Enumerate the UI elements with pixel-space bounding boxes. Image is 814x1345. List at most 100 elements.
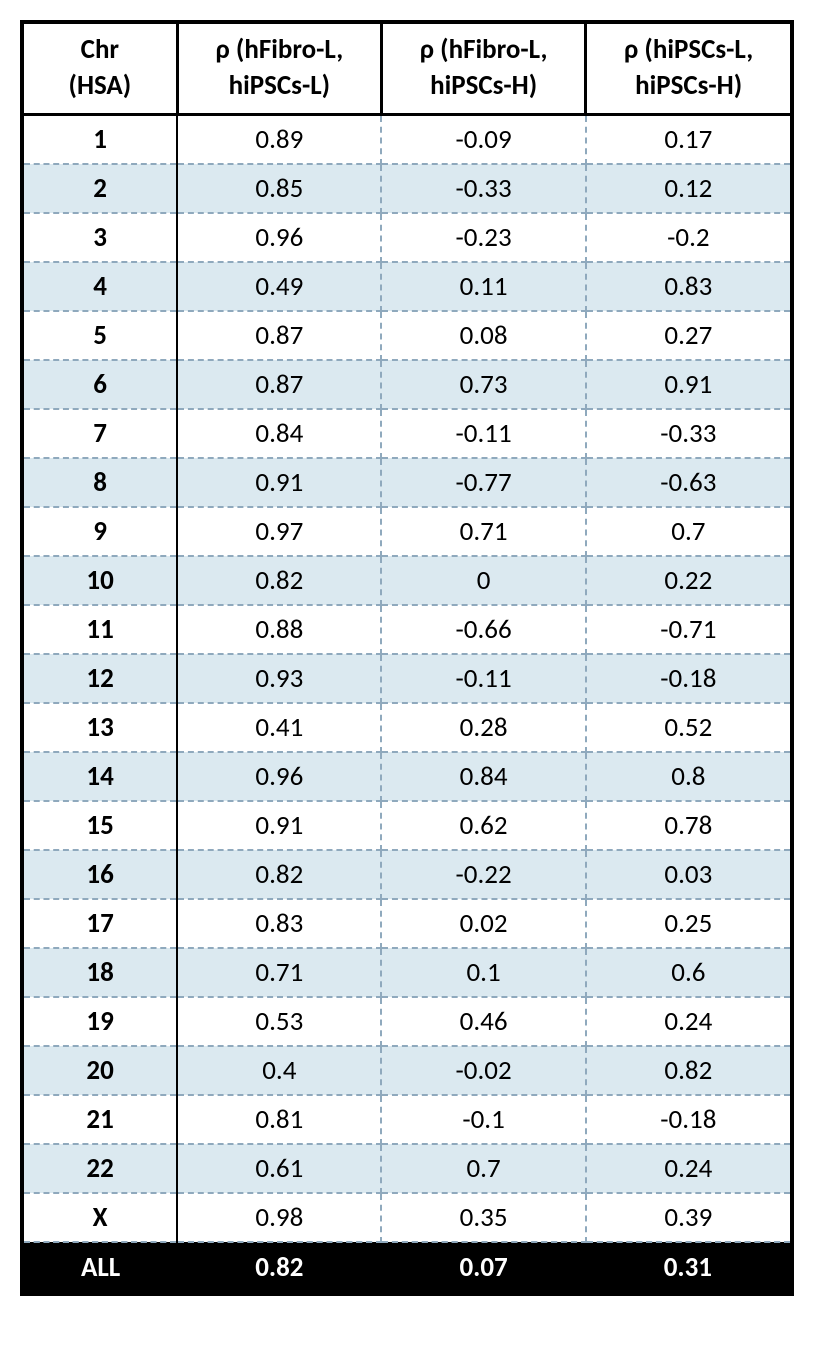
cell-chr: 19 xyxy=(24,997,177,1046)
table-row: 30.96-0.23-0.2 xyxy=(24,213,790,262)
cell-rho1: 0.82 xyxy=(177,556,381,605)
cell-rho1: 0.91 xyxy=(177,801,381,850)
cell-chr: 8 xyxy=(24,458,177,507)
table-row: 220.610.70.24 xyxy=(24,1144,790,1193)
cell-rho2: -0.77 xyxy=(381,458,585,507)
cell-rho3: 0.6 xyxy=(586,948,790,997)
cell-rho3: 0.82 xyxy=(586,1046,790,1095)
cell-chr: 4 xyxy=(24,262,177,311)
cell-rho2: 0.7 xyxy=(381,1144,585,1193)
cell-rho1: 0.97 xyxy=(177,507,381,556)
col-header-line1: ρ (hiPSCs-L, xyxy=(624,33,753,66)
col-header-rho3: ρ (hiPSCs-L, hiPSCs-H) xyxy=(586,24,790,114)
table-row: 60.870.730.91 xyxy=(24,360,790,409)
cell-chr: 1 xyxy=(24,114,177,164)
table-row: 160.82-0.220.03 xyxy=(24,850,790,899)
table-row: 200.4-0.020.82 xyxy=(24,1046,790,1095)
table-row: 100.8200.22 xyxy=(24,556,790,605)
cell-rho3: -0.33 xyxy=(586,409,790,458)
cell-rho3: 0.03 xyxy=(586,850,790,899)
cell-rho3: -0.63 xyxy=(586,458,790,507)
footer-c1: 0.82 xyxy=(177,1242,381,1292)
table-row: 210.81-0.1-0.18 xyxy=(24,1095,790,1144)
cell-rho1: 0.98 xyxy=(177,1193,381,1242)
cell-chr: 16 xyxy=(24,850,177,899)
cell-rho1: 0.4 xyxy=(177,1046,381,1095)
footer-chr: ALL xyxy=(24,1242,177,1292)
cell-rho1: 0.81 xyxy=(177,1095,381,1144)
table-row: 190.530.460.24 xyxy=(24,997,790,1046)
col-header-line2: hiPSCs-L) xyxy=(229,69,330,102)
cell-chr: 22 xyxy=(24,1144,177,1193)
cell-rho2: 0.46 xyxy=(381,997,585,1046)
cell-rho1: 0.87 xyxy=(177,311,381,360)
cell-chr: 12 xyxy=(24,654,177,703)
cell-chr: 11 xyxy=(24,605,177,654)
cell-rho1: 0.85 xyxy=(177,164,381,213)
cell-chr: 10 xyxy=(24,556,177,605)
cell-rho1: 0.87 xyxy=(177,360,381,409)
table-row: 50.870.080.27 xyxy=(24,311,790,360)
cell-rho2: 0.35 xyxy=(381,1193,585,1242)
cell-rho2: 0.11 xyxy=(381,262,585,311)
cell-chr: 3 xyxy=(24,213,177,262)
cell-rho1: 0.88 xyxy=(177,605,381,654)
col-header-line1: ρ (hFibro-L, xyxy=(216,33,344,66)
cell-rho3: 0.78 xyxy=(586,801,790,850)
cell-rho2: -0.02 xyxy=(381,1046,585,1095)
col-header-line2: hiPSCs-H) xyxy=(635,69,742,102)
footer-c3: 0.31 xyxy=(586,1242,790,1292)
cell-rho1: 0.96 xyxy=(177,752,381,801)
cell-rho1: 0.83 xyxy=(177,899,381,948)
cell-rho2: -0.66 xyxy=(381,605,585,654)
cell-chr: 17 xyxy=(24,899,177,948)
cell-rho3: 0.24 xyxy=(586,997,790,1046)
cell-chr: 21 xyxy=(24,1095,177,1144)
cell-rho2: -0.11 xyxy=(381,654,585,703)
cell-rho1: 0.53 xyxy=(177,997,381,1046)
cell-rho1: 0.41 xyxy=(177,703,381,752)
cell-rho2: 0.02 xyxy=(381,899,585,948)
cell-rho2: 0.62 xyxy=(381,801,585,850)
cell-rho3: 0.52 xyxy=(586,703,790,752)
cell-rho2: 0.1 xyxy=(381,948,585,997)
col-header-line2: hiPSCs-H) xyxy=(430,69,537,102)
table-row: 90.970.710.7 xyxy=(24,507,790,556)
col-header-rho1: ρ (hFibro-L, hiPSCs-L) xyxy=(177,24,381,114)
cell-rho3: 0.17 xyxy=(586,114,790,164)
cell-rho2: -0.11 xyxy=(381,409,585,458)
col-header-line1: Chr xyxy=(81,33,119,66)
cell-rho2: 0.84 xyxy=(381,752,585,801)
table-footer: ALL 0.82 0.07 0.31 xyxy=(24,1242,790,1292)
cell-rho1: 0.89 xyxy=(177,114,381,164)
table-row: 130.410.280.52 xyxy=(24,703,790,752)
cell-rho3: 0.83 xyxy=(586,262,790,311)
table-row: 140.960.840.8 xyxy=(24,752,790,801)
cell-rho1: 0.96 xyxy=(177,213,381,262)
cell-chr: 9 xyxy=(24,507,177,556)
cell-chr: 20 xyxy=(24,1046,177,1095)
cell-rho3: -0.2 xyxy=(586,213,790,262)
cell-chr: 15 xyxy=(24,801,177,850)
cell-rho3: 0.91 xyxy=(586,360,790,409)
cell-rho3: 0.12 xyxy=(586,164,790,213)
cell-chr: 7 xyxy=(24,409,177,458)
cell-rho2: 0.73 xyxy=(381,360,585,409)
cell-chr: 13 xyxy=(24,703,177,752)
footer-c2: 0.07 xyxy=(381,1242,585,1292)
cell-chr: 2 xyxy=(24,164,177,213)
cell-rho3: 0.39 xyxy=(586,1193,790,1242)
cell-rho1: 0.84 xyxy=(177,409,381,458)
col-header-line1: ρ (hFibro-L, xyxy=(420,33,548,66)
correlation-table: Chr (HSA) ρ (hFibro-L, hiPSCs-L) ρ (hFib… xyxy=(24,24,790,1292)
cell-chr: X xyxy=(24,1193,177,1242)
cell-rho2: 0.28 xyxy=(381,703,585,752)
cell-rho3: 0.25 xyxy=(586,899,790,948)
table-header-row: Chr (HSA) ρ (hFibro-L, hiPSCs-L) ρ (hFib… xyxy=(24,24,790,114)
table-footer-row: ALL 0.82 0.07 0.31 xyxy=(24,1242,790,1292)
table-row: 10.89-0.090.17 xyxy=(24,114,790,164)
table-row: 170.830.020.25 xyxy=(24,899,790,948)
table-row: 70.84-0.11-0.33 xyxy=(24,409,790,458)
cell-rho3: -0.18 xyxy=(586,654,790,703)
cell-rho1: 0.82 xyxy=(177,850,381,899)
